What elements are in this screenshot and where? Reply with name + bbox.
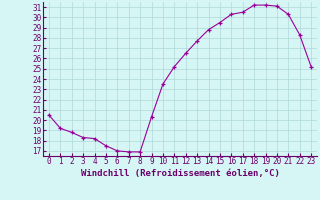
X-axis label: Windchill (Refroidissement éolien,°C): Windchill (Refroidissement éolien,°C) bbox=[81, 169, 279, 178]
